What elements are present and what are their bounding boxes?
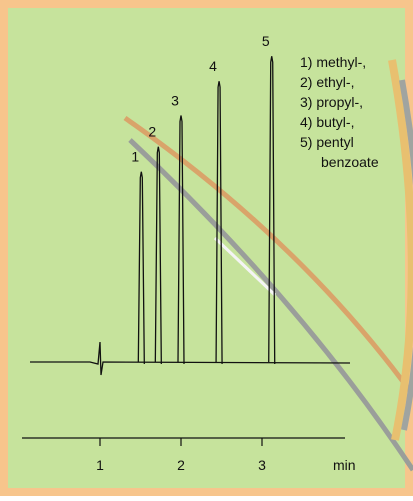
column-highlight: [213, 236, 277, 297]
peak: [268, 56, 276, 365]
column-orange: [123, 115, 413, 397]
peak: [154, 146, 162, 365]
peak-label: 2: [148, 124, 156, 140]
peak-label: 5: [262, 33, 270, 49]
x-tick-label: 2: [177, 457, 185, 473]
column-gray: [128, 138, 413, 472]
peak-label: 4: [209, 58, 217, 74]
column-coil: [388, 59, 413, 441]
peak: [137, 171, 145, 365]
panel: [8, 8, 405, 488]
legend-entry: benzoate: [321, 154, 379, 170]
legend-entry: 1) methyl-,: [300, 54, 366, 70]
column-coil: [399, 79, 413, 431]
peak: [215, 81, 223, 365]
legend-entry: 3) propyl-,: [300, 94, 363, 110]
peak: [177, 115, 185, 365]
x-tick-label: 1: [96, 457, 104, 473]
peak-label: 1: [131, 149, 139, 165]
x-tick-label: 3: [258, 457, 266, 473]
legend-entry: 4) butyl-,: [300, 114, 354, 130]
x-axis-label: min: [333, 457, 356, 473]
baseline: [30, 341, 351, 376]
legend-entry: 2) ethyl-,: [300, 74, 354, 90]
legend-entry: 5) pentyl: [300, 134, 354, 150]
peak-label: 3: [171, 93, 179, 109]
